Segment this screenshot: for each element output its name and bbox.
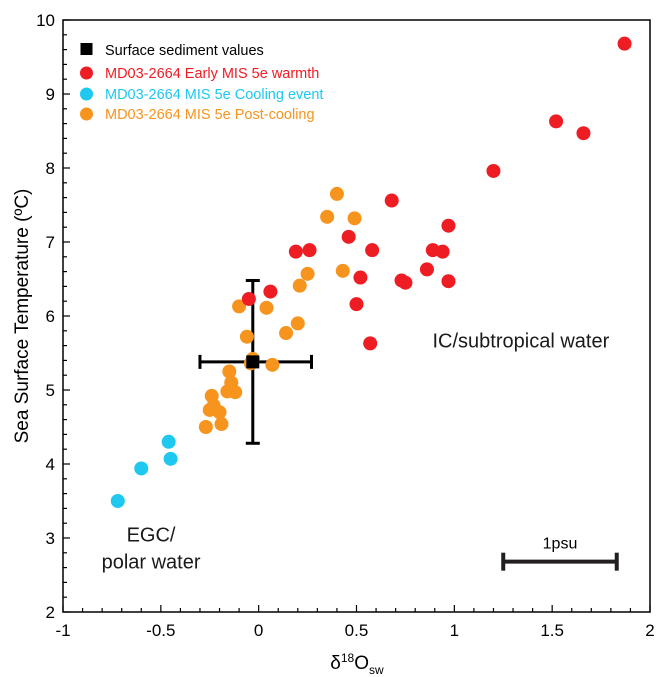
data-point-surface-sediment <box>246 355 260 369</box>
x-axis-title-o: O <box>354 653 369 674</box>
data-point <box>263 284 278 299</box>
data-point <box>347 211 362 226</box>
y-tick-label: 2 <box>46 603 55 622</box>
annotation-ic-subtropical-water: IC/subtropical water <box>432 330 609 352</box>
data-point <box>384 193 399 208</box>
legend-label-cooling-event: MD03-2664 MIS 5e Cooling event <box>105 87 323 103</box>
data-point <box>576 126 591 141</box>
x-tick-label: 0.5 <box>345 621 369 640</box>
data-point <box>302 243 317 258</box>
data-point <box>239 329 254 344</box>
legend-label-post-cooling: MD03-2664 MIS 5e Post-cooling <box>105 107 315 123</box>
data-point <box>341 229 356 244</box>
data-point <box>232 299 247 314</box>
y-tick-label: 3 <box>46 529 55 548</box>
data-point <box>365 243 380 258</box>
data-point <box>617 36 632 51</box>
x-tick-label: 1 <box>450 621 459 640</box>
legend-marker-post-cooling <box>80 107 93 121</box>
y-tick-label: 4 <box>46 455 55 474</box>
data-point <box>134 461 149 476</box>
y-tick-label: 5 <box>46 381 55 400</box>
data-point <box>486 163 501 178</box>
data-point <box>441 274 456 289</box>
y-tick-label: 10 <box>36 11 55 30</box>
x-tick-label: -1 <box>55 621 70 640</box>
data-point <box>290 316 305 331</box>
y-tick-label: 8 <box>46 159 55 178</box>
scale-bar <box>501 552 619 571</box>
scale-bar-label: 1psu <box>543 536 578 553</box>
data-point <box>198 420 213 434</box>
x-axis-title-sub: sw <box>369 663 384 677</box>
data-point <box>163 451 178 466</box>
y-axis-title: Sea Surface Temperature (ºC) <box>12 189 33 444</box>
x-tick-label: 2 <box>645 621 654 640</box>
x-axis-title: δ18Osw <box>330 651 384 677</box>
data-point <box>222 364 237 379</box>
data-points <box>110 36 632 508</box>
data-point <box>288 244 303 259</box>
data-point <box>300 266 315 281</box>
data-point <box>419 262 434 277</box>
data-point <box>279 326 294 341</box>
legend-label-early-warmth: MD03-2664 Early MIS 5e warmth <box>105 66 319 82</box>
data-point <box>320 209 335 224</box>
data-point <box>259 300 274 315</box>
data-point <box>265 357 280 372</box>
legend-marker-early-warmth <box>80 66 93 80</box>
data-point <box>435 244 450 259</box>
annotation-polar-water: polar water <box>102 552 201 574</box>
x-tick-label: 1.5 <box>540 621 564 640</box>
data-point <box>335 263 350 278</box>
legend-label-surface-sediment: Surface sediment values <box>105 43 264 59</box>
x-tick-label: -0.5 <box>146 621 175 640</box>
legend-marker-cooling-event <box>80 87 93 101</box>
data-point <box>228 385 243 400</box>
data-point <box>363 336 378 351</box>
data-point <box>549 114 564 129</box>
data-point <box>292 278 307 293</box>
x-axis-title-delta: δ <box>330 653 341 674</box>
axis-ticks <box>62 19 651 613</box>
legend: Surface sediment values MD03-2664 Early … <box>80 43 323 123</box>
data-point <box>441 218 456 233</box>
annotation-egc: EGC/ <box>127 524 176 546</box>
data-point <box>329 186 344 201</box>
x-axis-title-sup: 18 <box>341 651 355 665</box>
data-point <box>353 270 368 285</box>
x-tick-label: 0 <box>254 621 263 640</box>
y-tick-label: 9 <box>46 85 55 104</box>
data-point <box>241 291 256 306</box>
data-point <box>161 434 176 449</box>
y-tick-label: 7 <box>46 233 55 252</box>
y-tick-label: 6 <box>46 307 55 326</box>
data-point <box>398 275 413 290</box>
axis-tick-labels: -1 -0.5 0 0.5 1 1.5 2 2 3 4 5 6 7 8 9 10 <box>36 11 655 640</box>
data-point <box>110 494 125 508</box>
legend-marker-surface-sediment <box>80 43 93 55</box>
data-point <box>349 297 364 312</box>
data-point <box>214 417 229 432</box>
data-point <box>212 405 227 420</box>
